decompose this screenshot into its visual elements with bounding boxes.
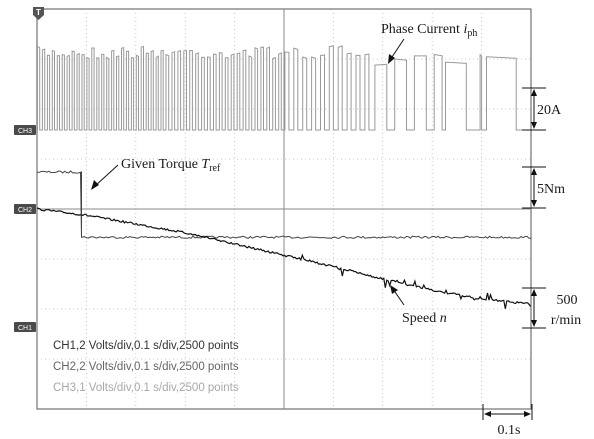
time-scale-bar: 0.1s xyxy=(482,404,533,438)
arrow-head xyxy=(91,180,99,190)
grid xyxy=(37,9,531,409)
settings-readout: CH1,2 Volts/div,0.1 s/div,2500 points CH… xyxy=(53,340,239,394)
given-torque-line xyxy=(36,170,532,239)
speed-label: Speed n xyxy=(402,311,447,326)
settings-line-ch1: CH1,2 Volts/div,0.1 s/div,2500 points xyxy=(53,340,239,352)
speed-scale-label-value: 500 xyxy=(557,293,578,308)
speed-scale-label-unit: r/min xyxy=(551,313,581,328)
channel-marker-label: CH3 xyxy=(18,128,32,135)
speed-trace xyxy=(36,207,531,309)
current-scale-label: 20A xyxy=(537,103,562,118)
trigger-marker-label: T xyxy=(36,8,41,17)
current-scale-bar: 20A xyxy=(522,87,562,131)
given-torque-trace xyxy=(36,170,532,239)
channel-marker-ch1: CH1 xyxy=(14,322,36,332)
given-torque-label: Given Torque Tref xyxy=(121,157,221,174)
channel-marker-ch2: CH2 xyxy=(14,204,36,214)
settings-line-ch2: CH2,2 Volts/div,0.1 s/div,2500 points xyxy=(53,361,239,373)
phase-current-annotation: Phase Current iph xyxy=(381,22,477,64)
phase-current-trace xyxy=(37,45,531,131)
channel-marker-ch3: CH3 xyxy=(14,125,36,135)
traces xyxy=(36,45,532,309)
trigger-marker: T xyxy=(33,7,44,20)
arrow-head xyxy=(388,54,395,64)
channel-marker-label: CH2 xyxy=(18,207,32,214)
given-torque-annotation: Given Torque Tref xyxy=(91,157,221,190)
time-scale-label: 0.1s xyxy=(498,423,521,438)
torque-scale-label: 5Nm xyxy=(537,182,565,197)
phase-current-label: Phase Current iph xyxy=(381,22,477,39)
arrow-head xyxy=(390,285,398,294)
phase-current-line xyxy=(37,45,531,131)
channel-marker-label: CH1 xyxy=(18,325,32,332)
speed-line xyxy=(36,207,531,309)
torque-scale-bar: 5Nm xyxy=(522,166,565,209)
settings-line-ch3: CH3,1 Volts/div,0.1 s/div,2500 points xyxy=(53,382,239,394)
speed-annotation: Speed n xyxy=(390,285,447,326)
speed-scale-bar: 500 r/min xyxy=(522,287,581,329)
